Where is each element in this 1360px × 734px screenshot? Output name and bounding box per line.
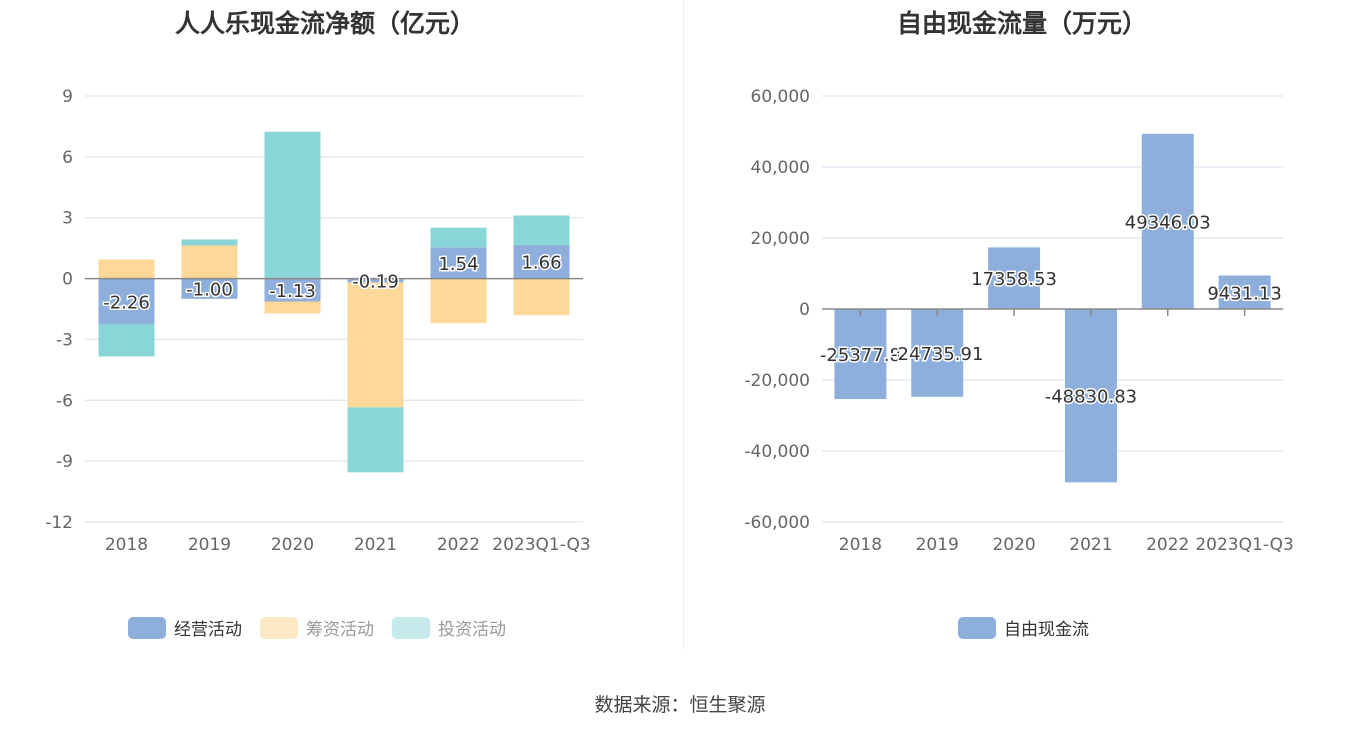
legend-swatch xyxy=(958,616,996,639)
x-tick-label: 2018 xyxy=(105,535,148,555)
x-tick-label: 2018 xyxy=(839,535,882,555)
data-label: 1.66 xyxy=(521,253,561,274)
bar-经营活动 xyxy=(181,278,238,299)
x-tick-label: 2019 xyxy=(188,535,231,555)
bar-自由现金流 xyxy=(834,309,887,400)
x-tick-label: 2020 xyxy=(992,535,1035,555)
data-label: -1.00 xyxy=(186,280,233,301)
y-tick-label: 20,000 xyxy=(751,229,810,249)
data-label: 9431.13 xyxy=(1207,283,1281,304)
y-tick-label: 40,000 xyxy=(751,158,810,178)
bar-自由现金流 xyxy=(911,309,964,397)
bar-自由现金流 xyxy=(988,247,1041,309)
bar-筹资活动 xyxy=(181,245,238,279)
y-tick-label: 3 xyxy=(62,209,73,229)
y-tick-label: 0 xyxy=(62,270,73,290)
y-tick-label: 60,000 xyxy=(751,87,810,107)
x-tick-label: 2023Q1-Q3 xyxy=(492,535,590,555)
bar-投资活动 xyxy=(181,239,238,246)
bar-投资活动 xyxy=(347,407,404,473)
data-label: -0.19 xyxy=(352,271,399,292)
legend-swatch xyxy=(260,616,298,639)
y-tick-label: -9 xyxy=(56,452,73,472)
bar-经营活动 xyxy=(98,278,155,325)
y-tick-label: -60,000 xyxy=(744,513,810,533)
x-tick-label: 2020 xyxy=(271,535,314,555)
bar-经营活动 xyxy=(347,278,404,283)
bar-经营活动 xyxy=(430,247,487,279)
data-label: -2.26 xyxy=(103,292,150,313)
legend-label: 经营活动 xyxy=(174,620,242,640)
y-tick-label: -12 xyxy=(45,513,73,533)
legend-label: 筹资活动 xyxy=(306,620,374,640)
legend-label: 投资活动 xyxy=(438,620,506,640)
legend-item-fcf[interactable]: 自由现金流 xyxy=(958,615,1089,640)
x-tick-label: 2023Q1-Q3 xyxy=(1195,535,1293,555)
data-label: -48830.83 xyxy=(1045,387,1137,408)
data-label: 1.54 xyxy=(438,254,478,275)
bar-投资活动 xyxy=(264,131,321,279)
x-tick-label: 2021 xyxy=(354,535,397,555)
bar-经营活动 xyxy=(513,244,570,279)
legend-swatch xyxy=(128,616,166,639)
bar-筹资活动 xyxy=(98,259,155,279)
data-label: -24735.91 xyxy=(891,344,983,365)
legend-label: 自由现金流 xyxy=(1004,620,1089,640)
bar-投资活动 xyxy=(98,324,155,357)
left-legend: 经营活动 筹资活动 投资活动 xyxy=(128,615,506,640)
x-tick-label: 2022 xyxy=(1146,535,1189,555)
left-chart-title: 人人乐现金流净额（亿元） xyxy=(174,9,475,38)
y-tick-label: 6 xyxy=(62,148,73,168)
x-tick-label: 2019 xyxy=(916,535,959,555)
bar-筹资活动 xyxy=(264,301,321,314)
bar-筹资活动 xyxy=(513,278,570,316)
right-chart-title: 自由现金流量（万元） xyxy=(896,9,1147,38)
data-label: -1.13 xyxy=(269,281,316,302)
bar-自由现金流 xyxy=(1218,275,1271,309)
bar-经营活动 xyxy=(264,278,321,302)
x-tick-label: 2022 xyxy=(437,535,480,555)
y-tick-label: -3 xyxy=(56,330,73,350)
x-tick-label: 2021 xyxy=(1069,535,1112,555)
bar-筹资活动 xyxy=(347,282,404,408)
y-tick-label: -20,000 xyxy=(744,371,810,391)
data-label: -25377.8 xyxy=(820,345,901,366)
bar-自由现金流 xyxy=(1064,309,1117,483)
bar-投资活动 xyxy=(513,215,570,245)
legend-item-investing[interactable]: 投资活动 xyxy=(392,615,506,640)
bar-自由现金流 xyxy=(1141,133,1194,309)
legend-item-operating[interactable]: 经营活动 xyxy=(128,615,242,640)
legend-swatch xyxy=(392,616,430,639)
y-tick-label: 9 xyxy=(62,87,73,107)
data-source: 数据来源：恒生聚源 xyxy=(594,694,766,716)
bar-筹资活动 xyxy=(430,278,487,324)
data-label: 49346.03 xyxy=(1125,212,1211,233)
y-tick-label: -40,000 xyxy=(744,442,810,462)
data-label: 17358.53 xyxy=(971,269,1057,290)
y-tick-label: -6 xyxy=(56,391,73,411)
right-legend: 自由现金流 xyxy=(958,615,1089,640)
bar-投资活动 xyxy=(430,227,487,248)
legend-item-financing[interactable]: 筹资活动 xyxy=(260,615,374,640)
chart-divider xyxy=(683,0,684,650)
y-tick-label: 0 xyxy=(799,300,810,320)
